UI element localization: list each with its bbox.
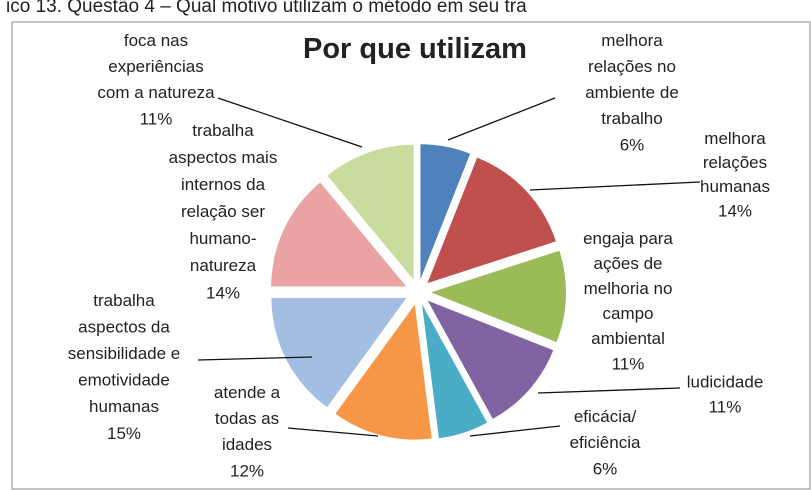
slice-label: trabalha aspectos mais internos da relação … — [169, 121, 278, 275]
pie-slice — [335, 304, 432, 440]
slice-label: engaja para ações de melhoria no campo ambie… — [583, 229, 673, 348]
slice-label: atende a todas as idades — [214, 383, 281, 454]
leader-line — [537, 387, 681, 394]
slice-label: trabalha aspectos da sensibilidade e emotiv… — [68, 291, 180, 416]
leader-line — [197, 356, 313, 361]
chart-title: Por que utilizam — [303, 33, 527, 65]
pie-slice — [271, 297, 407, 408]
slice-value-label: 14% — [206, 283, 240, 302]
caption: ico 13. Questão 4 – Qual motivo utilizam… — [6, 0, 527, 17]
leader-line — [529, 181, 701, 191]
pie-slice — [271, 182, 407, 287]
leader-line — [447, 97, 556, 141]
leader-line — [469, 425, 561, 437]
slice-value-label: 11% — [612, 354, 645, 373]
pie-slice — [430, 250, 566, 343]
pie-slice — [327, 144, 414, 280]
slice-label: melhora relações no ambiente de trabalho — [585, 31, 679, 128]
slice-value-label: 6% — [593, 459, 618, 478]
slice-value-label: 11% — [709, 397, 742, 416]
pie-slice — [422, 304, 488, 439]
pie-slice — [427, 157, 556, 284]
pie-slice — [427, 300, 554, 419]
chart-frame — [11, 21, 811, 490]
slice-value-label: 11% — [140, 109, 173, 128]
leader-line — [287, 427, 379, 437]
slice-label: ludicidade — [687, 372, 764, 391]
slice-value-label: 15% — [107, 424, 141, 443]
pie-slice — [420, 144, 471, 280]
slice-label: melhora relações humanas — [700, 129, 770, 196]
slice-label: eficácia/eficiência — [570, 407, 641, 452]
slice-value-label: 12% — [230, 461, 264, 480]
slice-value-label: 14% — [718, 201, 752, 220]
slice-value-label: 6% — [620, 135, 645, 154]
leader-line — [217, 97, 363, 148]
slice-label: foca nas experiências com a natureza — [97, 31, 215, 102]
